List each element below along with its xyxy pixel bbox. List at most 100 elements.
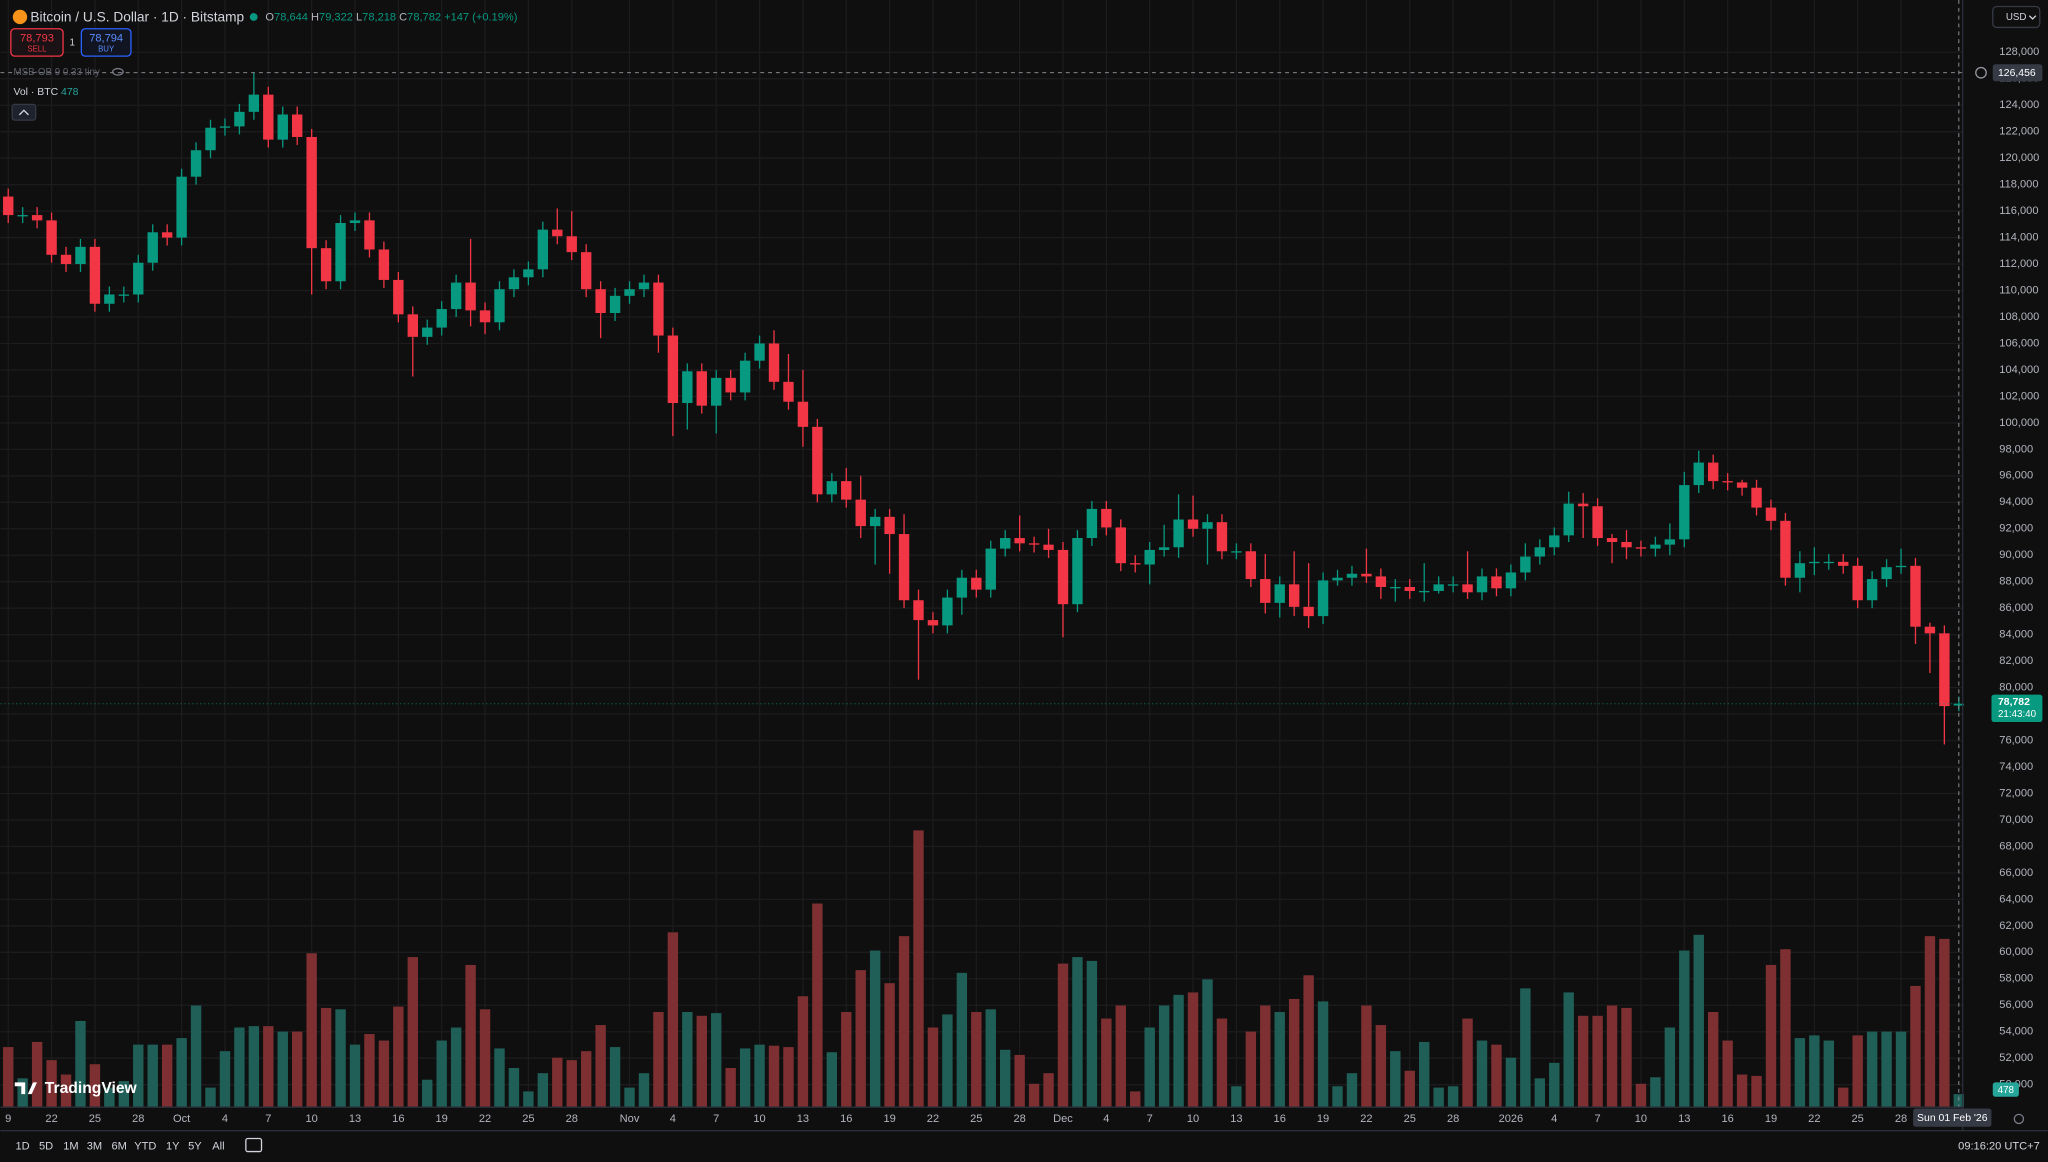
y-tick-label: 108,000: [1999, 311, 2039, 323]
range-button[interactable]: 3M: [87, 1140, 102, 1152]
y-tick-label: 96,000: [1999, 470, 2033, 482]
y-tick-label: 112,000: [1999, 258, 2038, 270]
volume-bar: [1606, 1005, 1618, 1108]
volume-bar: [985, 1009, 996, 1108]
x-tick-label: 22: [45, 1113, 57, 1125]
volume-bar: [1332, 1086, 1343, 1108]
candle-body: [176, 176, 187, 238]
y-tick-label: 84,000: [1999, 629, 2033, 641]
volume-bar: [1260, 1005, 1271, 1108]
chevron-icon: [18, 109, 29, 116]
candle-body: [1288, 584, 1300, 607]
volume-bar: [1635, 1083, 1647, 1108]
candle-body: [1332, 577, 1343, 581]
volume-bar: [1288, 998, 1300, 1108]
volume-bar: [1216, 1018, 1228, 1108]
clock[interactable]: 09:16:20 UTC+7: [1958, 1140, 2040, 1152]
volume-bar: [364, 1034, 375, 1108]
volume-bar: [1563, 992, 1574, 1108]
volume-bar: [1476, 1040, 1488, 1108]
candle-body: [1404, 587, 1415, 591]
range-button[interactable]: All: [212, 1140, 224, 1152]
range-button[interactable]: 1D: [16, 1140, 30, 1152]
candle-body: [161, 232, 173, 238]
candle-body: [869, 516, 881, 527]
symbol-title[interactable]: Bitcoin / U.S. Dollar · 1D · Bitstamp: [30, 9, 244, 24]
ohlc-value: 78,644: [274, 12, 308, 24]
x-tick-label: 10: [1187, 1113, 1199, 1125]
candle-body: [292, 114, 303, 137]
candle-body: [783, 381, 794, 402]
x-tick-label: 10: [1635, 1113, 1647, 1125]
volume-bar: [1809, 1035, 1820, 1108]
volume-bar: [407, 957, 418, 1108]
candle-body: [696, 371, 707, 406]
y-tick-label: 122,000: [1999, 126, 2039, 138]
add-alert-icon[interactable]: [1975, 66, 1987, 79]
y-tick-label: 86,000: [1999, 602, 2033, 614]
y-tick-label: 76,000: [1999, 734, 2033, 746]
y-tick-label: 98,000: [1999, 443, 2033, 455]
volume-pane: [3, 830, 1965, 1108]
range-button[interactable]: 6M: [112, 1140, 127, 1152]
x-tick-label: 10: [305, 1113, 317, 1125]
sell-button[interactable]: [10, 28, 64, 57]
x-tick-label: 13: [1678, 1113, 1690, 1125]
y-tick-label: 54,000: [1999, 1026, 2033, 1038]
candle-body: [653, 282, 664, 336]
volume-bar: [1866, 1031, 1878, 1108]
y-tick-label: 72,000: [1999, 787, 2033, 799]
candle-body: [378, 249, 390, 280]
range-button[interactable]: 5D: [39, 1140, 53, 1152]
range-button[interactable]: YTD: [134, 1140, 156, 1152]
date-range-icon[interactable]: [245, 1137, 263, 1153]
y-tick-label: 110,000: [1999, 284, 2038, 296]
crosshair-date-badge: [1913, 1108, 1992, 1127]
candle-body: [335, 223, 346, 282]
collapse-button[interactable]: [11, 103, 37, 121]
candle-body: [725, 377, 736, 393]
candle-body: [1317, 580, 1329, 617]
indicator-legend[interactable]: MSB-OB 9 0.33 tiny: [13, 67, 100, 78]
eye-icon[interactable]: [112, 67, 124, 76]
volume-label: Vol · BTC: [13, 87, 58, 98]
volume-bar: [1202, 979, 1213, 1108]
volume-bar: [378, 1040, 390, 1108]
candle-body: [407, 314, 418, 337]
candle-body: [1693, 462, 1704, 486]
volume-bar: [161, 1044, 173, 1108]
volume-bar: [1910, 985, 1921, 1108]
buy-button[interactable]: [80, 28, 132, 57]
x-tick-label: 16: [1721, 1113, 1733, 1125]
settings-icon[interactable]: [2013, 1113, 2025, 1125]
range-button[interactable]: 5Y: [188, 1140, 202, 1152]
x-tick-label: 28: [1447, 1113, 1459, 1125]
range-button[interactable]: 1Y: [166, 1140, 180, 1152]
x-tick-label: 13: [1230, 1113, 1242, 1125]
candle-body: [1491, 576, 1502, 589]
y-tick-label: 62,000: [1999, 920, 2033, 932]
volume-bar: [696, 1015, 707, 1108]
candle-body: [1939, 633, 1950, 707]
x-tick-label: 4: [670, 1113, 676, 1125]
candle-body: [985, 548, 996, 590]
candle-body: [3, 196, 14, 216]
candle-body: [133, 262, 144, 295]
candle-body: [841, 481, 852, 500]
x-tick-label: Nov: [620, 1113, 640, 1125]
volume-bar: [1852, 1035, 1863, 1108]
volume-bar: [1245, 1031, 1257, 1108]
range-button[interactable]: 1M: [63, 1140, 78, 1152]
x-tick-label: 4: [1551, 1113, 1557, 1125]
candle-body: [450, 282, 462, 310]
currency-button[interactable]: [1992, 5, 2041, 29]
volume-bar: [1823, 1040, 1834, 1108]
currency: USD: [2006, 12, 2027, 23]
volume-bar: [1693, 934, 1704, 1108]
y-tick-label: 90,000: [1999, 549, 2033, 561]
x-tick-label: 13: [797, 1113, 809, 1125]
volume-bar: [219, 1051, 231, 1108]
candle-body: [1809, 561, 1820, 564]
volume-bar: [1895, 1031, 1907, 1108]
volume-bar: [1491, 1044, 1502, 1108]
